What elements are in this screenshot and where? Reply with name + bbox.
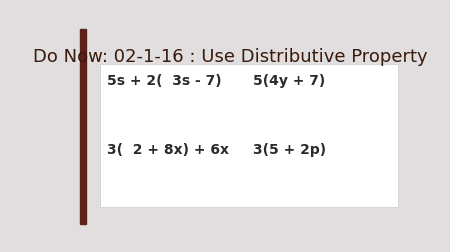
- Text: 5(4y + 7): 5(4y + 7): [253, 74, 325, 88]
- Bar: [80, 30, 86, 224]
- Bar: [100, 65, 398, 207]
- Text: 3(  2 + 8x) + 6x: 3( 2 + 8x) + 6x: [107, 143, 229, 157]
- Text: 5s + 2(  3s - 7): 5s + 2( 3s - 7): [107, 74, 221, 88]
- Text: 3(5 + 2p): 3(5 + 2p): [253, 143, 326, 157]
- Text: Do Now: 02-1-16 : Use Distributive Property: Do Now: 02-1-16 : Use Distributive Prope…: [33, 47, 428, 66]
